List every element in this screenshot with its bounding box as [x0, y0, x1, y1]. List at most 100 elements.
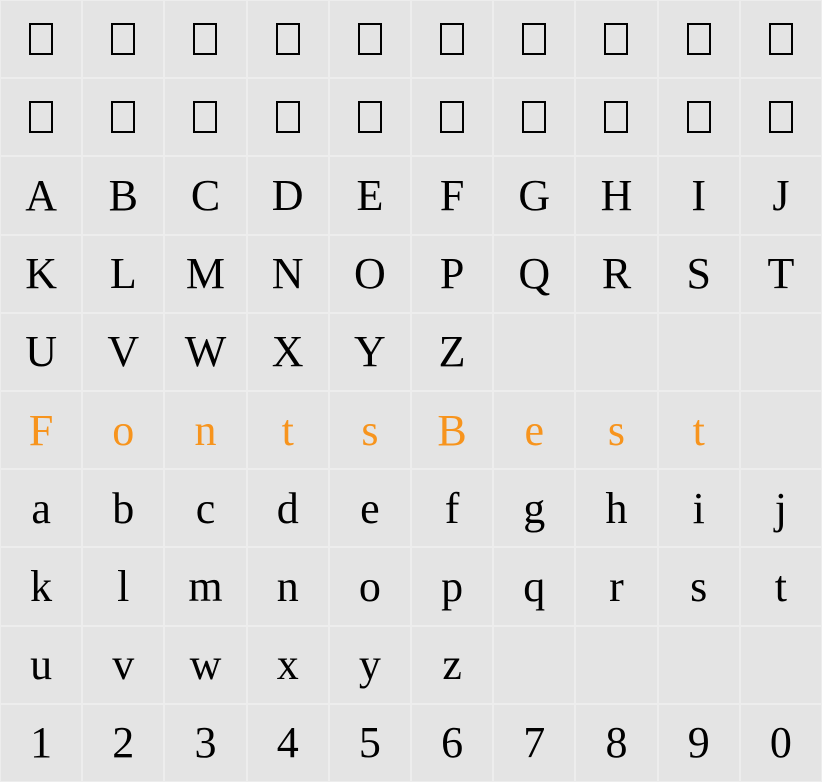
- glyph-cell: r: [575, 547, 657, 625]
- glyph-cell: t: [247, 391, 329, 469]
- glyph-cell: F: [0, 391, 82, 469]
- glyph-cell: o: [82, 391, 164, 469]
- glyph-cell: 3: [164, 704, 246, 782]
- glyph-cell: 1: [0, 704, 82, 782]
- notdef-glyph-icon: [111, 23, 135, 55]
- glyph-cell: o: [329, 547, 411, 625]
- glyph-cell: c: [164, 469, 246, 547]
- glyph-cell: X: [247, 313, 329, 391]
- notdef-glyph-icon: [440, 101, 464, 133]
- notdef-glyph-icon: [522, 23, 546, 55]
- glyph-cell: m: [164, 547, 246, 625]
- glyph-cell: w: [164, 626, 246, 704]
- glyph-cell: u: [0, 626, 82, 704]
- glyph-cell: [740, 626, 822, 704]
- notdef-glyph-icon: [276, 23, 300, 55]
- glyph-cell: 8: [575, 704, 657, 782]
- glyph-cell: [164, 0, 246, 78]
- glyph-cell: H: [575, 156, 657, 234]
- glyph-cell: D: [247, 156, 329, 234]
- notdef-glyph-icon: [276, 101, 300, 133]
- glyph-cell: z: [411, 626, 493, 704]
- glyph-cell: [493, 78, 575, 156]
- glyph-cell: I: [658, 156, 740, 234]
- notdef-glyph-icon: [193, 101, 217, 133]
- glyph-cell: [493, 626, 575, 704]
- glyph-cell: [82, 78, 164, 156]
- glyph-cell: J: [740, 156, 822, 234]
- glyph-cell: B: [411, 391, 493, 469]
- glyph-cell: O: [329, 235, 411, 313]
- glyph-cell: [82, 0, 164, 78]
- glyph-cell: R: [575, 235, 657, 313]
- glyph-cell: K: [0, 235, 82, 313]
- glyph-cell: e: [329, 469, 411, 547]
- notdef-glyph-icon: [29, 23, 53, 55]
- glyph-cell: s: [658, 547, 740, 625]
- glyph-cell: C: [164, 156, 246, 234]
- glyph-cell: [740, 313, 822, 391]
- glyph-cell: E: [329, 156, 411, 234]
- notdef-glyph-icon: [29, 101, 53, 133]
- glyph-cell: S: [658, 235, 740, 313]
- glyph-cell: q: [493, 547, 575, 625]
- glyph-cell: [575, 313, 657, 391]
- glyph-cell: F: [411, 156, 493, 234]
- glyph-cell: [0, 78, 82, 156]
- glyph-cell: s: [329, 391, 411, 469]
- glyph-cell: 9: [658, 704, 740, 782]
- glyph-cell: t: [658, 391, 740, 469]
- glyph-cell: v: [82, 626, 164, 704]
- glyph-cell: [493, 0, 575, 78]
- glyph-cell: p: [411, 547, 493, 625]
- glyph-cell: [658, 0, 740, 78]
- glyph-cell: x: [247, 626, 329, 704]
- notdef-glyph-icon: [111, 101, 135, 133]
- glyph-cell: [658, 313, 740, 391]
- glyph-cell: [575, 78, 657, 156]
- glyph-cell: U: [0, 313, 82, 391]
- glyph-cell: b: [82, 469, 164, 547]
- glyph-cell: [0, 0, 82, 78]
- glyph-cell: y: [329, 626, 411, 704]
- glyph-cell: 5: [329, 704, 411, 782]
- glyph-cell: [164, 78, 246, 156]
- glyph-cell: k: [0, 547, 82, 625]
- notdef-glyph-icon: [440, 23, 464, 55]
- glyph-cell: [658, 626, 740, 704]
- glyph-cell: G: [493, 156, 575, 234]
- glyph-cell: 6: [411, 704, 493, 782]
- glyph-cell: i: [658, 469, 740, 547]
- glyph-cell: V: [82, 313, 164, 391]
- glyph-cell: [329, 0, 411, 78]
- notdef-glyph-icon: [687, 101, 711, 133]
- notdef-glyph-icon: [193, 23, 217, 55]
- notdef-glyph-icon: [604, 101, 628, 133]
- glyph-cell: M: [164, 235, 246, 313]
- glyph-cell: n: [247, 547, 329, 625]
- glyph-cell: g: [493, 469, 575, 547]
- glyph-cell: 0: [740, 704, 822, 782]
- glyph-cell: e: [493, 391, 575, 469]
- glyph-cell: [575, 626, 657, 704]
- notdef-glyph-icon: [769, 23, 793, 55]
- glyph-cell: [411, 78, 493, 156]
- glyph-cell: d: [247, 469, 329, 547]
- glyph-cell: 7: [493, 704, 575, 782]
- glyph-cell: Y: [329, 313, 411, 391]
- glyph-cell: Z: [411, 313, 493, 391]
- glyph-cell: B: [82, 156, 164, 234]
- notdef-glyph-icon: [687, 23, 711, 55]
- glyph-cell: Q: [493, 235, 575, 313]
- notdef-glyph-icon: [358, 23, 382, 55]
- glyph-cell: N: [247, 235, 329, 313]
- glyph-cell: [740, 391, 822, 469]
- glyph-cell: h: [575, 469, 657, 547]
- glyph-cell: s: [575, 391, 657, 469]
- glyph-cell: [247, 78, 329, 156]
- glyph-cell: [740, 0, 822, 78]
- glyph-cell: W: [164, 313, 246, 391]
- glyph-cell: [740, 78, 822, 156]
- glyph-cell: j: [740, 469, 822, 547]
- glyph-cell: [658, 78, 740, 156]
